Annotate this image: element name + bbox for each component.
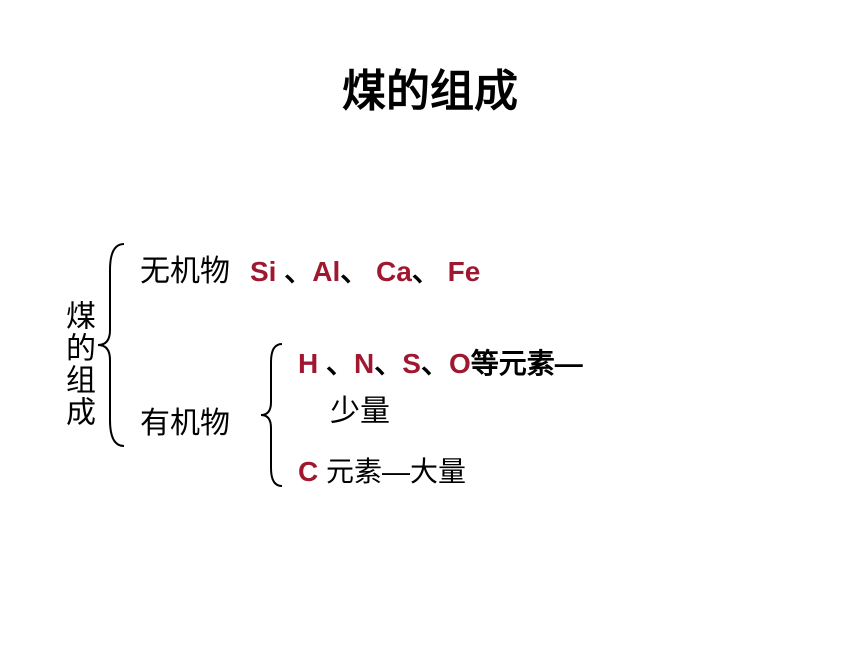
text-part: 等元素— (471, 348, 583, 379)
inorganic-elements: Si 、Al、 Ca、 Fe (250, 250, 480, 290)
text-part: 、 (374, 348, 402, 379)
text-part: 、 (284, 256, 312, 287)
text-part: 、 (326, 348, 354, 379)
text-part: 元素—大量 (326, 456, 466, 487)
text-part: Fe (448, 256, 481, 287)
text-part: 、 (412, 256, 448, 287)
organic-minor-qty: 少量 (330, 386, 390, 430)
organic-row: 有机物 (140, 398, 230, 442)
organic-label: 有机物 (140, 398, 230, 442)
main-brace (92, 240, 128, 450)
organic-minor-elements: H 、N、S、O等元素— (298, 342, 583, 382)
text-part: H (298, 348, 326, 379)
text-part: C (298, 456, 326, 487)
text-part: O (449, 348, 471, 379)
organic-major-elements: C 元素—大量 (298, 450, 466, 490)
text-part: 、 (340, 256, 376, 287)
text-part: Si (250, 256, 284, 287)
inorganic-label: 无机物 (140, 246, 230, 290)
text-part: Ca (376, 256, 412, 287)
sub-brace (256, 340, 286, 490)
text-part: S (402, 348, 421, 379)
page-title: 煤的组成 (0, 55, 860, 119)
text-part: N (354, 348, 374, 379)
text-part: 、 (421, 348, 449, 379)
text-part: Al (312, 256, 340, 287)
inorganic-row: 无机物 Si 、Al、 Ca、 Fe (140, 246, 480, 290)
